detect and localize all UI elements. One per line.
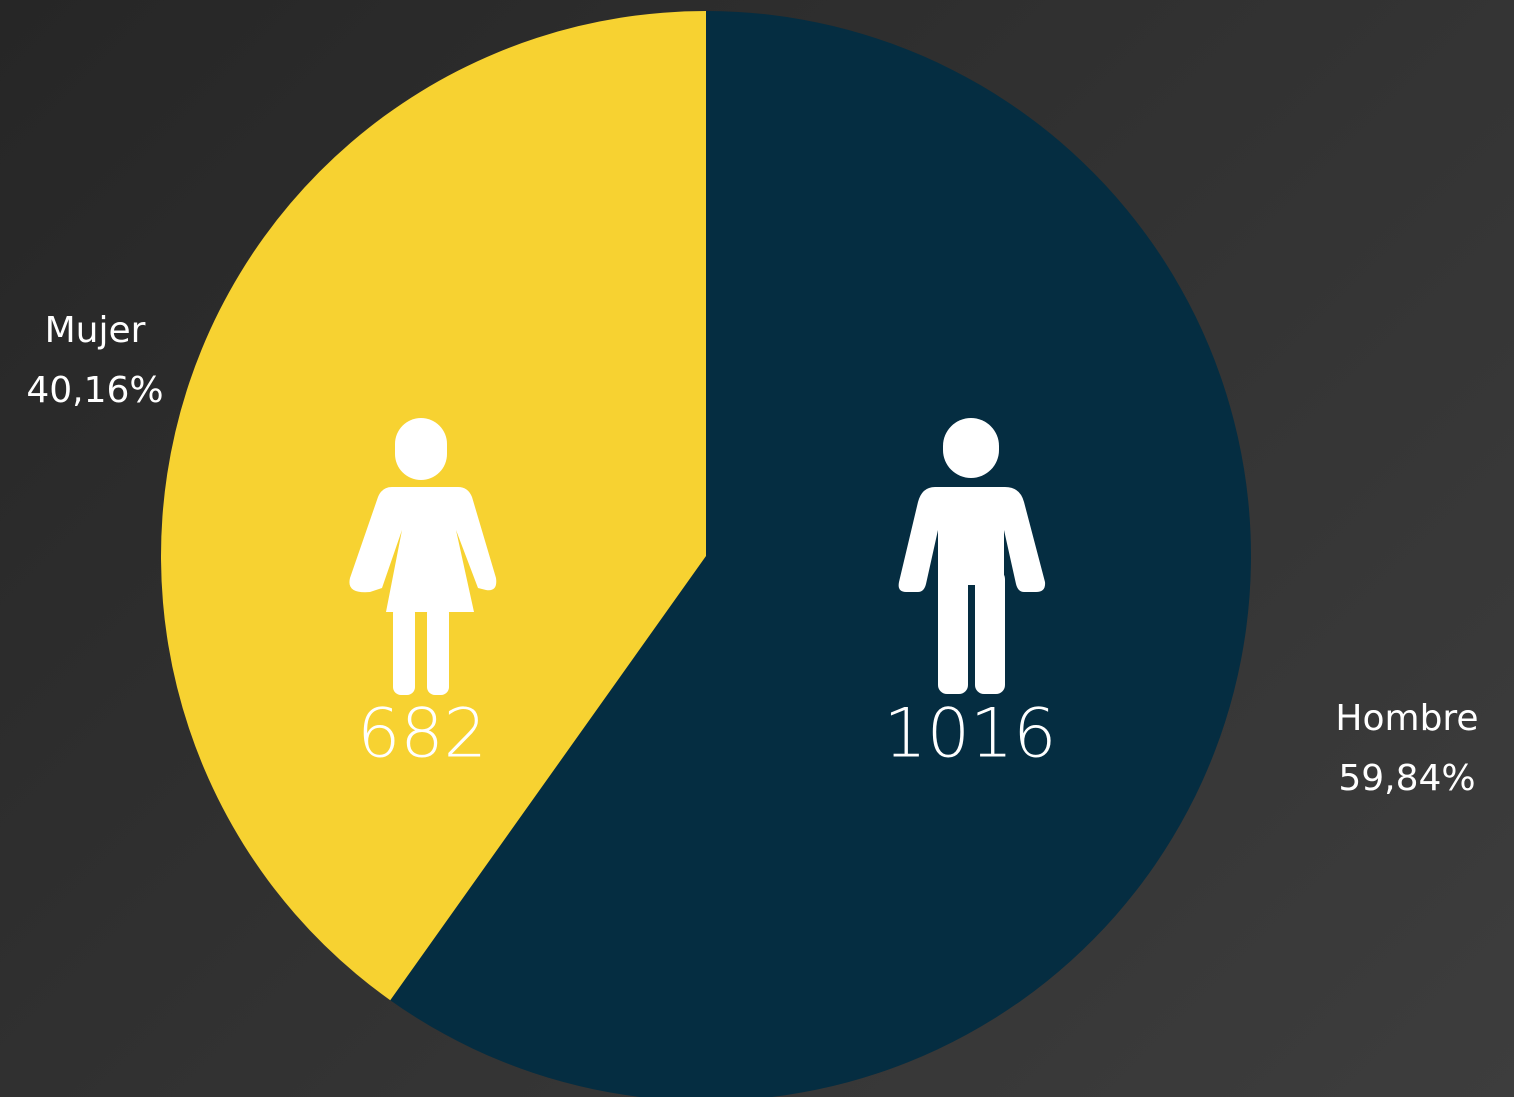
labels: Hombre 59,84% 1016 Mujer 40,16% 682: [26, 310, 1478, 799]
icons: [349, 418, 1046, 695]
category-label: Mujer: [45, 310, 146, 351]
value-label: 682: [357, 695, 487, 774]
female-icon: [349, 418, 497, 695]
percent-label: 40,16%: [26, 370, 163, 411]
value-label: 1016: [883, 695, 1056, 774]
pie-slice: [390, 11, 1251, 1097]
male-icon: [898, 418, 1046, 694]
percent-label: 59,84%: [1338, 758, 1475, 799]
slices: [161, 11, 1251, 1097]
category-label: Hombre: [1335, 698, 1478, 739]
